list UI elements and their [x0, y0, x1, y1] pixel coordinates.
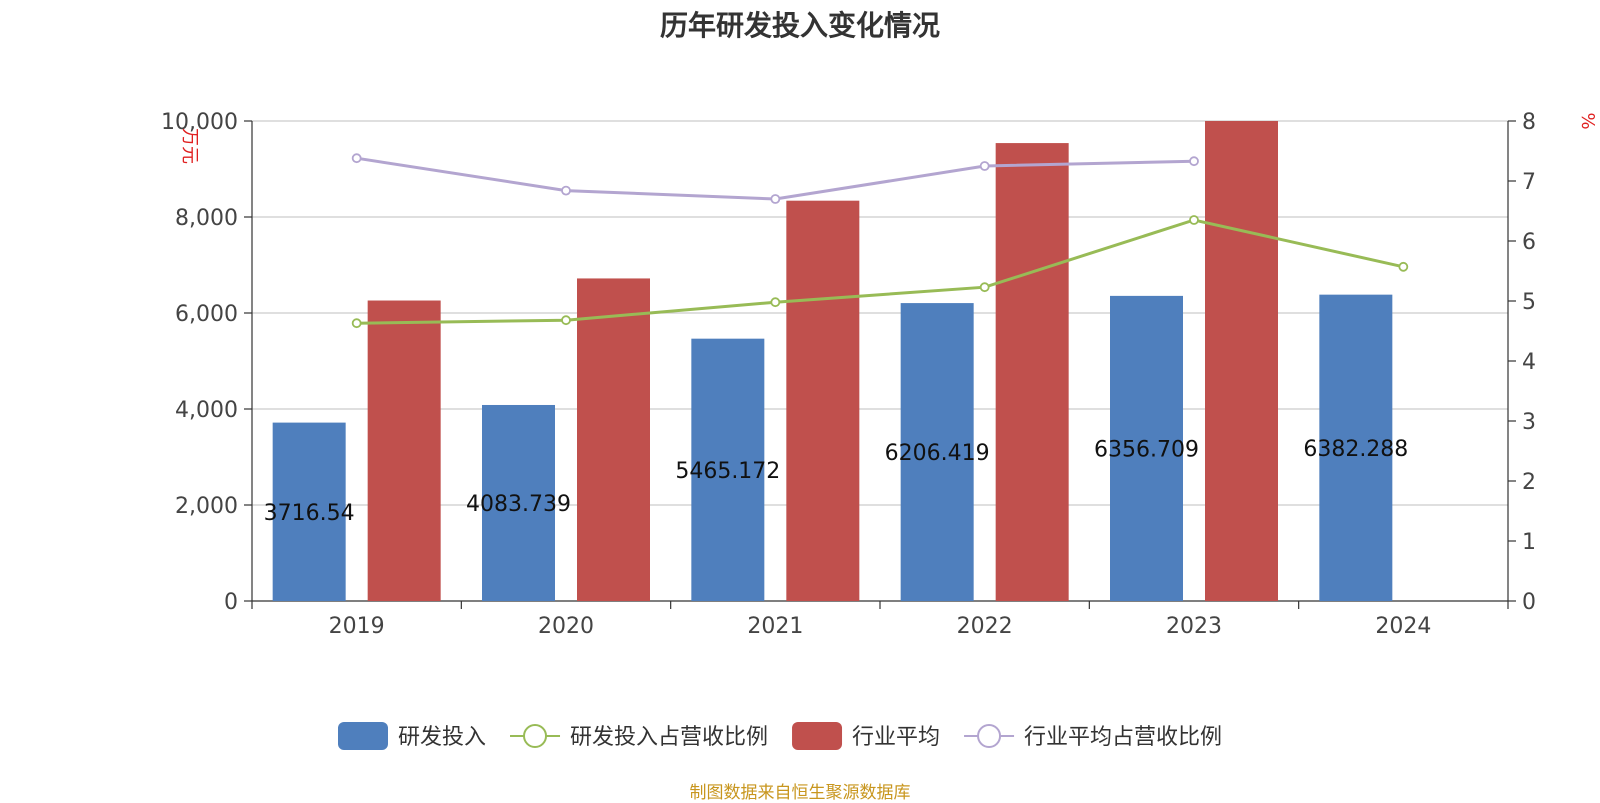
point-rd-ratio [1398, 261, 1409, 272]
point-industry-ratio [351, 153, 362, 164]
x-tick-label: 2023 [1166, 614, 1222, 639]
left-tick-label: 2,000 [175, 494, 238, 519]
point-rd-ratio [1189, 215, 1199, 225]
x-tick-label: 2024 [1375, 614, 1431, 639]
x-tick-label: 2020 [538, 614, 594, 639]
right-tick-label: 7 [1522, 170, 1536, 195]
left-tick-label: 0 [224, 590, 238, 615]
left-axis-unit: 万元 [179, 128, 200, 164]
point-industry-ratio [561, 185, 571, 196]
x-tick-label: 2021 [747, 614, 803, 639]
left-tick-label: 4,000 [175, 398, 238, 423]
bar-value-label: 3716.54 [264, 501, 355, 526]
bar-industry-average [367, 300, 441, 601]
bar-industry-average [577, 278, 650, 601]
bar-rd-investment [482, 404, 555, 601]
bar-value-label: 4083.739 [466, 492, 571, 517]
x-tick-label: 2022 [957, 614, 1013, 639]
point-rd-ratio [770, 297, 781, 308]
point-industry-ratio [979, 161, 990, 171]
bar-rd-investment [272, 422, 346, 601]
right-tick-label: 5 [1522, 290, 1536, 315]
data-labels: 3716.54 4083.739 5465.172 6206.419 6356.709 6… [264, 437, 1409, 526]
legend[interactable]: 研发投入 研发投入占营收比例 行业平均 行业平均占营收比例 [338, 722, 1222, 750]
legend-rd-ratio-label: 研发投入占营收比例 [570, 725, 768, 750]
legend-rd-ratio-marker [523, 724, 548, 748]
bar-rd-investment [1110, 295, 1183, 601]
point-rd-ratio [351, 318, 362, 329]
legend-rd-investment-swatch [338, 722, 388, 750]
point-industry-ratio [1189, 156, 1199, 167]
grid-lines [252, 120, 1508, 506]
bar-rd-investment [1319, 294, 1393, 601]
bar-rd-investment [900, 303, 974, 601]
bar-industry-average [786, 200, 860, 601]
right-tick-label: 4 [1522, 350, 1536, 375]
legend-industry-ratio-label: 行业平均占营收比例 [1024, 725, 1222, 750]
point-rd-ratio [561, 315, 571, 326]
right-tick-label: 1 [1522, 530, 1536, 555]
right-tick-label: 0 [1522, 590, 1536, 615]
bars [272, 121, 1393, 601]
chart-title: 历年研发投入变化情况 [659, 9, 940, 42]
point-rd-ratio [979, 282, 990, 293]
bar-value-label: 6382.288 [1303, 437, 1408, 462]
bar-value-label: 5465.172 [675, 459, 780, 484]
legend-industry-average-swatch [792, 722, 843, 750]
right-tick-label: 8 [1522, 110, 1536, 135]
bar-value-label: 6356.709 [1094, 437, 1199, 462]
right-tick-label: 3 [1522, 410, 1536, 435]
legend-industry-ratio-marker [977, 724, 1002, 748]
right-tick-label: 2 [1522, 470, 1536, 495]
left-tick-label: 6,000 [175, 302, 238, 327]
right-tick-label: 6 [1522, 230, 1536, 255]
right-axis-unit: % [1577, 112, 1598, 129]
left-tick-label: 10,000 [161, 110, 238, 135]
bar-industry-average [1205, 121, 1278, 601]
source-note: 制图数据来自恒生聚源数据库 [689, 783, 911, 803]
line-rd-ratio [356, 218, 1404, 325]
bar-value-label: 6206.419 [885, 441, 990, 466]
point-industry-ratio [770, 194, 781, 204]
x-tick-label: 2019 [329, 614, 385, 639]
legend-industry-average-label: 行业平均 [852, 725, 940, 750]
legend-rd-investment-label: 研发投入 [398, 725, 486, 750]
left-tick-label: 8,000 [175, 206, 238, 231]
bar-industry-average [995, 143, 1069, 601]
axes: 0 2,000 4,000 6,000 8,000 10,000 0 1 2 3 4 5 6 7 8 万元% 2… [161, 110, 1598, 639]
bar-rd-investment [691, 338, 765, 601]
lines [351, 153, 1409, 329]
